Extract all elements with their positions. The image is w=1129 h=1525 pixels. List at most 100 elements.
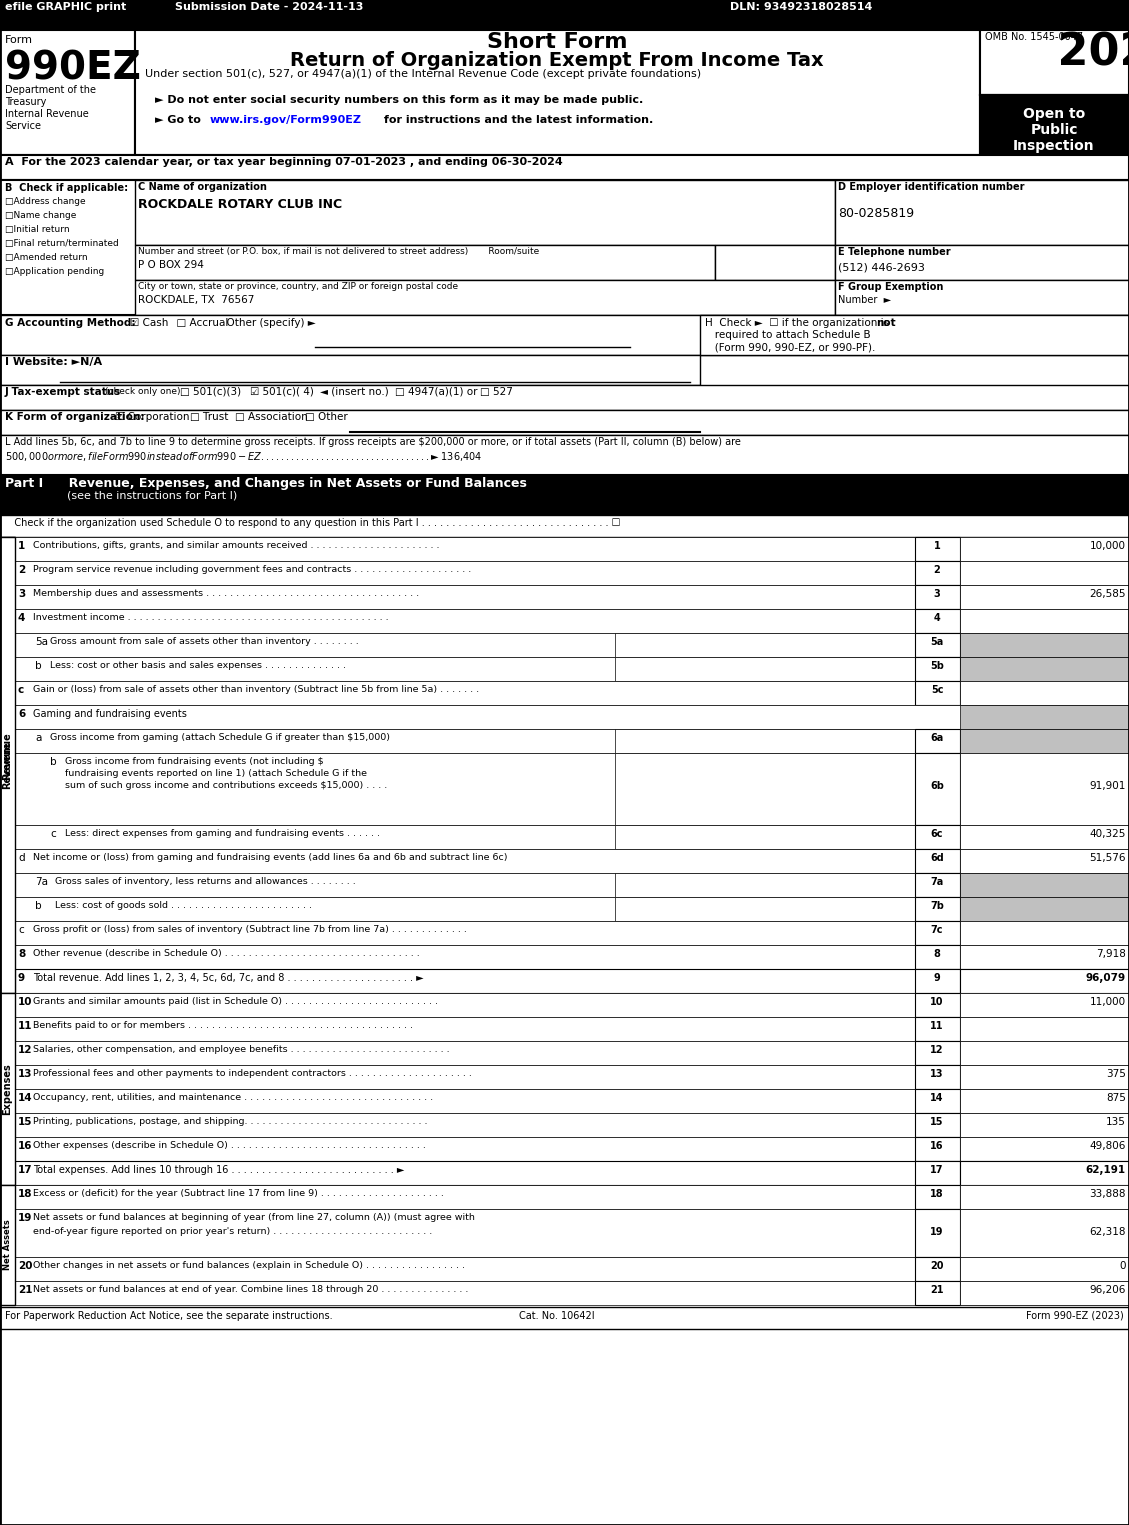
Text: fundraising events reported on line 1) (attach Schedule G if the: fundraising events reported on line 1) (… (65, 769, 367, 778)
Text: Cat. No. 10642I: Cat. No. 10642I (519, 1312, 595, 1321)
Text: 6: 6 (18, 709, 25, 718)
Bar (960, 1042, 1129, 1064)
Bar (960, 1257, 1129, 1281)
Text: Expenses: Expenses (2, 1063, 12, 1115)
Bar (0, 1185, 15, 1305)
Bar (135, 246, 715, 281)
Text: 6a: 6a (930, 734, 944, 743)
Bar (615, 657, 914, 682)
Text: Net Assets: Net Assets (3, 1220, 12, 1270)
Bar (980, 95, 1129, 156)
Text: 7a: 7a (35, 877, 49, 888)
Text: 6d: 6d (930, 852, 944, 863)
Text: D Employer identification number: D Employer identification number (838, 181, 1024, 192)
Text: 16: 16 (930, 1141, 944, 1151)
Text: ◄ (insert no.): ◄ (insert no.) (320, 387, 388, 397)
Bar (15, 1257, 1129, 1281)
Text: ROCKDALE ROTARY CLUB INC: ROCKDALE ROTARY CLUB INC (138, 198, 342, 210)
Text: 6c: 6c (930, 830, 943, 839)
Text: c: c (18, 685, 24, 695)
Bar (0, 316, 1129, 355)
Bar (15, 729, 1129, 753)
Text: ROCKDALE, TX  76567: ROCKDALE, TX 76567 (138, 294, 254, 305)
Bar (960, 633, 1129, 657)
Text: www.irs.gov/Form990EZ: www.irs.gov/Form990EZ (210, 114, 362, 125)
Text: 8: 8 (18, 949, 25, 959)
Text: Benefits paid to or for members . . . . . . . . . . . . . . . . . . . . . . . . : Benefits paid to or for members . . . . … (33, 1022, 413, 1029)
Bar (914, 682, 960, 705)
Bar (15, 1138, 1129, 1161)
Bar (135, 281, 835, 316)
Bar (914, 872, 960, 897)
Bar (914, 897, 960, 921)
Text: 4: 4 (18, 613, 25, 624)
Bar (960, 1161, 1129, 1185)
Text: 2: 2 (18, 564, 25, 575)
Text: Printing, publications, postage, and shipping. . . . . . . . . . . . . . . . . .: Printing, publications, postage, and shi… (33, 1116, 428, 1125)
Text: DLN: 93492318028514: DLN: 93492318028514 (730, 2, 873, 12)
Text: b: b (50, 756, 56, 767)
Bar (914, 849, 960, 872)
Text: Salaries, other compensation, and employee benefits . . . . . . . . . . . . . . : Salaries, other compensation, and employ… (33, 1045, 449, 1054)
Text: Internal Revenue: Internal Revenue (5, 108, 89, 119)
Text: Form 990-EZ (2023): Form 990-EZ (2023) (1026, 1312, 1124, 1321)
Bar (15, 968, 1129, 993)
Text: Service: Service (5, 120, 41, 131)
Text: F Group Exemption: F Group Exemption (838, 282, 944, 291)
Bar (960, 993, 1129, 1017)
Text: Revenue, Expenses, and Changes in Net Assets or Fund Balances: Revenue, Expenses, and Changes in Net As… (60, 477, 527, 490)
Text: Gross sales of inventory, less returns and allowances . . . . . . . .: Gross sales of inventory, less returns a… (55, 877, 356, 886)
Text: 13: 13 (930, 1069, 944, 1080)
Bar (15, 1113, 1129, 1138)
Bar (914, 561, 960, 586)
Text: (see the instructions for Part I): (see the instructions for Part I) (60, 490, 237, 500)
Bar (15, 993, 1129, 1017)
Text: B  Check if applicable:: B Check if applicable: (5, 183, 128, 194)
Bar (960, 1017, 1129, 1042)
Text: 20: 20 (930, 1261, 944, 1270)
Text: Contributions, gifts, grants, and similar amounts received . . . . . . . . . . .: Contributions, gifts, grants, and simila… (33, 541, 439, 551)
Bar (914, 537, 960, 561)
Bar (700, 316, 1129, 355)
Text: efile GRAPHIC print: efile GRAPHIC print (5, 2, 126, 12)
Text: OMB No. 1545-0047: OMB No. 1545-0047 (984, 32, 1083, 43)
Text: 135: 135 (1106, 1116, 1126, 1127)
Bar (15, 682, 1129, 705)
Bar (0, 474, 1129, 515)
Text: 62,191: 62,191 (1086, 1165, 1126, 1174)
Bar (615, 897, 914, 921)
Text: 8: 8 (934, 949, 940, 959)
Bar (0, 410, 1129, 435)
Text: 10,000: 10,000 (1089, 541, 1126, 551)
Bar (914, 657, 960, 682)
Bar (835, 180, 1129, 246)
Bar (960, 657, 1129, 682)
Text: Number and street (or P.O. box, if mail is not delivered to street address)     : Number and street (or P.O. box, if mail … (138, 247, 540, 256)
Text: Treasury: Treasury (5, 98, 46, 107)
Text: Gaming and fundraising events: Gaming and fundraising events (33, 709, 187, 718)
Bar (15, 561, 1129, 586)
Bar (960, 1089, 1129, 1113)
Bar (15, 872, 1129, 897)
Bar (914, 1113, 960, 1138)
Bar (15, 1064, 1129, 1089)
Text: 15: 15 (18, 1116, 33, 1127)
Bar (15, 537, 1129, 561)
Text: H  Check ►  ☐ if the organization is: H Check ► ☐ if the organization is (704, 319, 892, 328)
Text: 4: 4 (934, 613, 940, 624)
Bar (15, 753, 1129, 825)
Bar (914, 1017, 960, 1042)
Bar (960, 1113, 1129, 1138)
Text: C Name of organization: C Name of organization (138, 181, 266, 192)
Bar (135, 180, 835, 246)
Text: □ 4947(a)(1) or: □ 4947(a)(1) or (395, 387, 478, 397)
Bar (15, 608, 1129, 633)
Text: Gross income from fundraising events (not including $: Gross income from fundraising events (no… (65, 756, 324, 766)
Text: □ Other: □ Other (305, 412, 348, 422)
Text: P O BOX 294: P O BOX 294 (138, 259, 204, 270)
Bar (960, 1185, 1129, 1209)
Bar (715, 246, 835, 281)
Bar (0, 30, 135, 156)
Bar (914, 753, 960, 825)
Text: 91,901: 91,901 (1089, 781, 1126, 791)
